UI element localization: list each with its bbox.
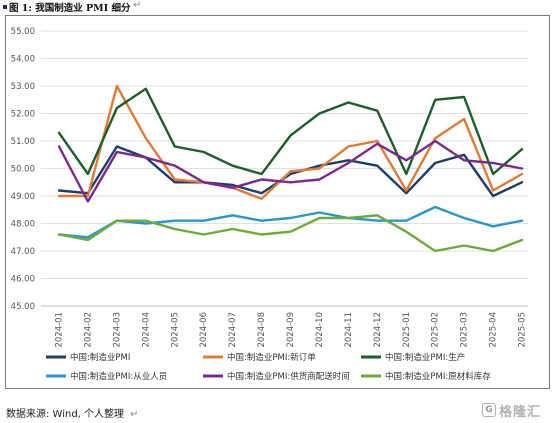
x-tick-label: 2024-02 <box>83 312 93 348</box>
x-tick-label: 2024-12 <box>373 312 383 348</box>
x-tick-label: 2025-02 <box>431 312 441 348</box>
chart-frame <box>5 15 550 389</box>
y-tick-label: 52.00 <box>11 110 35 120</box>
x-tick-label: 2024-09 <box>286 312 296 348</box>
y-tick-label: 54.00 <box>11 55 35 65</box>
legend-label: 中国:制造业PMI <box>70 352 130 363</box>
y-tick-label: 53.00 <box>11 82 35 92</box>
caption-bullet <box>3 5 7 9</box>
legend-item: 中国:制造业PMI:原材料库存 <box>361 371 491 382</box>
watermark-logo-icon: G <box>482 403 496 417</box>
legend-label: 中国:制造业PMI:供货商配送时间 <box>227 371 350 382</box>
return-mark-icon: ↵ <box>133 0 142 11</box>
grid-layer <box>41 30 528 307</box>
x-tick-label: 2025-04 <box>489 312 499 348</box>
y-tick-label: 46.00 <box>11 275 35 285</box>
legend-item: 中国:制造业PMI:新订单 <box>203 352 316 363</box>
series-line-3 <box>57 87 524 176</box>
legend-item: 中国:制造业PMI <box>46 352 130 363</box>
figure-title: 图 1: 我国制造业 PMI 细分 <box>9 3 131 14</box>
y-tick-label: 48.00 <box>11 220 35 230</box>
x-tick-label: 2024-06 <box>199 312 209 348</box>
series-line-1 <box>57 145 524 198</box>
data-source-note: 数据来源: Wind, 个人整理 ↵ <box>6 405 138 420</box>
y-tick-label: 47.00 <box>11 247 35 257</box>
y-tick-label: 50.00 <box>11 165 35 175</box>
y-tick-label: 51.00 <box>11 137 35 147</box>
legend-label: 中国:制造业PMI:原材料库存 <box>385 371 491 382</box>
series-line-2 <box>57 84 524 201</box>
series-line-5 <box>57 139 524 203</box>
x-tick-label: 2024-07 <box>228 312 238 348</box>
y-axis: 45.00 46.00 47.00 48.00 49.00 50.00 51.00 52.00… <box>11 27 35 312</box>
legend-item: 中国:制造业PMI:从业人员 <box>46 371 167 382</box>
y-tick-label: 49.00 <box>11 192 35 202</box>
figure-caption: 图 1: 我国制造业 PMI 细分 ↵ <box>0 0 554 16</box>
series-line-4 <box>57 205 524 239</box>
return-mark-icon: ↵ <box>130 409 139 420</box>
x-tick-label: 2024-04 <box>141 312 151 348</box>
watermark-text: 格隆汇 <box>499 404 542 420</box>
legend-label: 中国:制造业PMI:从业人员 <box>70 371 167 382</box>
x-axis: 2024-01 2024-02 2024-03 2024-04 2024-05 2024-… <box>41 305 528 348</box>
legend-label: 中国:制造业PMI:新订单 <box>227 352 316 363</box>
legend-item: 中国:制造业PMI:生产 <box>361 352 465 363</box>
series-layer <box>57 84 524 253</box>
x-tick-label: 2024-10 <box>315 312 325 348</box>
x-tick-label: 2024-05 <box>170 312 180 348</box>
x-tick-label: 2025-03 <box>460 312 470 348</box>
x-tick-label: 2024-08 <box>257 312 267 348</box>
legend-item: 中国:制造业PMI:供货商配送时间 <box>203 371 350 382</box>
x-tick-label: 2024-01 <box>55 312 65 348</box>
y-tick-label: 55.00 <box>11 27 35 37</box>
series-line-6 <box>57 214 524 253</box>
legend-label: 中国:制造业PMI:生产 <box>385 352 465 363</box>
x-tick-label: 2025-05 <box>518 312 528 348</box>
source-text: 数据来源: Wind, 个人整理 <box>6 409 125 420</box>
legend: 中国:制造业PMI 中国:制造业PMI:新订单 中国:制造业PMI:生产中国:制造业… <box>46 352 491 382</box>
watermark: G 格隆汇 <box>482 401 542 420</box>
x-tick-label: 2024-11 <box>344 312 354 348</box>
x-tick-label: 2025-01 <box>402 312 412 348</box>
x-tick-label: 2024-03 <box>112 312 122 348</box>
y-tick-label: 45.00 <box>11 302 35 312</box>
